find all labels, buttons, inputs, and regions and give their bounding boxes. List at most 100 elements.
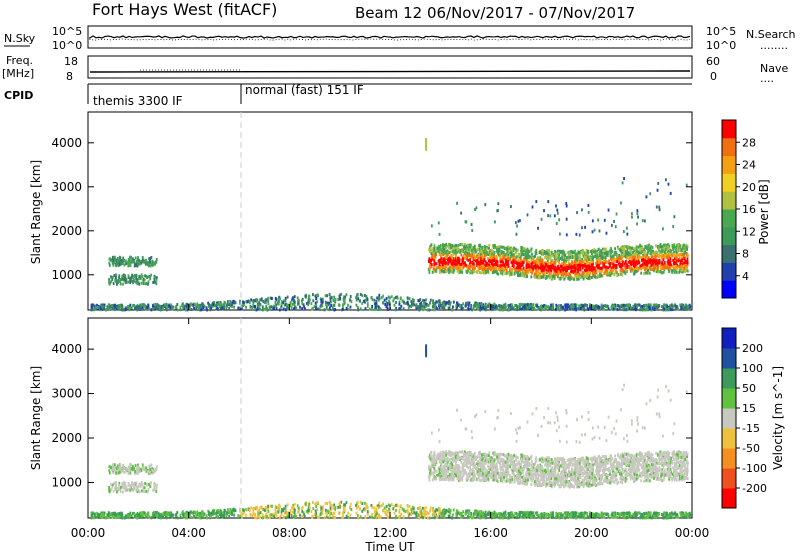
power-cell [445,242,448,246]
velocity-cell [216,509,218,513]
power-cell [108,263,111,267]
power-cell [307,300,310,304]
power-cell [576,277,578,281]
power-cell [671,254,674,258]
power-cell [602,247,604,251]
power-cell [562,269,565,273]
power-cell [644,259,647,263]
power-cell [325,303,327,307]
power-cell [122,258,124,262]
power-cell [592,267,595,271]
power-cell [399,306,402,310]
power-cell [339,296,341,300]
power-cell [534,250,537,254]
power-cell [547,269,550,273]
power-cell [573,267,576,271]
power-cell [150,273,152,277]
power-cell [190,308,193,312]
velocity-cell [436,508,439,512]
power-cell [101,303,104,307]
power-cell [530,268,532,272]
power-cell [587,210,590,214]
power-cell [155,305,158,309]
power-cell [576,211,578,215]
power-cell [497,253,500,257]
power-cell [561,258,563,262]
power-cell [91,304,94,308]
power-cell [508,306,511,310]
power-cell [671,252,674,256]
velocity-cell [359,515,362,519]
power-cell [450,270,453,274]
power-cell [600,303,603,307]
power-cell [574,252,577,256]
power-cell [596,307,599,311]
power-cell [342,299,345,303]
power-cell [565,305,567,309]
power-cell [222,303,225,307]
velocity-cell [301,505,304,509]
power-cell [476,261,478,265]
power-cell [403,300,405,304]
power-cell [536,271,539,275]
power-cell [459,250,461,254]
power-cell [328,293,331,297]
power-cell [468,243,471,247]
velocity-cell [472,515,475,519]
power-cell [650,259,653,263]
power-cell [662,270,665,274]
power-cell [459,268,462,272]
power-cell [683,243,685,247]
power-cell [559,305,562,309]
power-cell [150,255,153,259]
power-cell [635,248,638,252]
power-cell [374,305,377,309]
power-cell [266,307,268,311]
power-cell [143,260,146,264]
power-cell [502,256,505,260]
power-cell [332,298,335,302]
velocity-cell [560,512,562,516]
power-cell [480,257,483,261]
power-cell [228,307,231,311]
power-cell [581,275,584,279]
power-cell [511,307,514,311]
velocity-cell [617,512,620,516]
power-cell [485,247,488,251]
power-cell [484,246,487,250]
power-cell [103,303,106,307]
power-cell [269,296,272,300]
power-cell [629,267,632,271]
power-cell [612,264,615,268]
velocity-cell [148,515,151,519]
power-cell [120,308,123,312]
power-cell [91,306,94,310]
power-cell [380,296,383,300]
power-cell [410,304,413,308]
power-cell [603,271,605,275]
power-cell [438,260,441,264]
power-cell [159,305,162,309]
power-cell [445,301,448,305]
power-cell [669,248,672,252]
power-cell [665,248,667,252]
power-cell [229,304,232,308]
power-cell [655,270,658,274]
power-cell [526,272,529,276]
velocity-cell [384,510,387,514]
power-cell [617,247,620,251]
power-cell [273,304,276,308]
velocity-cell [509,515,512,519]
power-cell [427,259,430,263]
power-cell [554,260,557,264]
power-cell [638,254,641,258]
velocity-cell [251,513,254,517]
power-cell [671,270,674,274]
velocity-cell [349,506,351,510]
power-cell [519,266,521,270]
colorbar-swatch [722,226,736,246]
power-cell [589,276,592,280]
power-cell [330,296,333,300]
power-cell [596,258,599,262]
velocity-cell [602,515,605,519]
